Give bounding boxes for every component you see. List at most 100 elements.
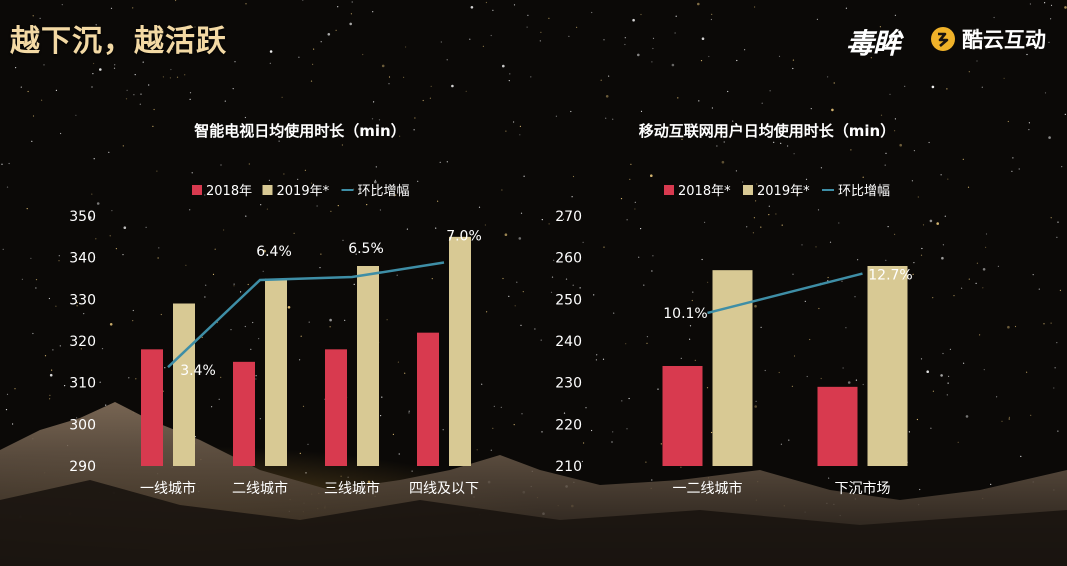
star	[189, 209, 191, 211]
star	[304, 169, 306, 171]
y-tick-label: 330	[69, 292, 96, 308]
star	[640, 110, 643, 112]
star	[329, 125, 331, 127]
star	[125, 98, 128, 100]
star	[194, 26, 196, 28]
star	[668, 126, 670, 128]
star	[406, 228, 408, 230]
bar-a-0	[141, 349, 163, 466]
star	[976, 60, 978, 62]
star	[157, 257, 159, 259]
star	[523, 175, 525, 177]
star	[152, 125, 154, 127]
star	[429, 97, 431, 99]
star	[26, 208, 28, 210]
star	[414, 117, 416, 119]
star	[710, 18, 713, 21]
star	[399, 135, 401, 137]
star	[975, 282, 977, 284]
star	[502, 64, 505, 68]
x-tick-label: 一线城市	[140, 480, 196, 497]
star	[297, 178, 299, 180]
star	[1029, 3, 1031, 5]
star	[430, 85, 432, 87]
star	[504, 233, 508, 236]
star	[887, 226, 889, 228]
star	[700, 60, 703, 62]
star	[43, 64, 45, 66]
star	[885, 152, 887, 154]
star	[593, 294, 595, 296]
star	[769, 90, 771, 92]
star	[753, 125, 755, 127]
star	[508, 80, 510, 82]
star	[223, 229, 225, 231]
star	[857, 259, 859, 261]
star	[1050, 217, 1052, 219]
star	[829, 241, 832, 243]
chart-title: 移动互联网用户日均使用时长（min）	[639, 122, 895, 140]
star	[768, 205, 770, 207]
star	[92, 73, 94, 75]
star	[894, 233, 896, 235]
star	[320, 41, 322, 43]
star	[317, 188, 319, 190]
star	[148, 84, 150, 86]
star	[885, 259, 887, 261]
star	[753, 217, 756, 219]
star	[820, 167, 823, 169]
star	[707, 281, 709, 283]
star	[928, 141, 930, 144]
star	[723, 141, 725, 143]
star	[931, 85, 935, 89]
star	[220, 164, 222, 166]
star	[1061, 166, 1063, 168]
star	[967, 186, 970, 188]
star	[894, 14, 897, 16]
star	[833, 82, 835, 84]
star	[485, 1, 487, 4]
star	[912, 273, 914, 275]
star	[439, 161, 441, 163]
star	[388, 76, 391, 78]
star	[379, 209, 381, 211]
star	[465, 90, 467, 92]
star	[816, 18, 819, 20]
star	[681, 138, 683, 140]
star	[612, 118, 614, 120]
y-tick-label: 250	[555, 292, 582, 308]
star	[204, 194, 206, 196]
growth-label-0: 3.4%	[180, 363, 216, 379]
star	[929, 219, 933, 223]
star	[32, 115, 35, 117]
star	[579, 294, 581, 296]
star	[550, 291, 553, 293]
legend-label-line: 环比增幅	[358, 184, 410, 199]
star	[634, 201, 636, 203]
star	[191, 172, 193, 174]
star	[775, 213, 777, 215]
star	[651, 61, 653, 63]
bar-a-1	[233, 361, 255, 466]
star	[373, 101, 375, 103]
growth-label-1: 12.7%	[868, 268, 912, 284]
star	[355, 253, 357, 255]
star	[214, 248, 216, 250]
star	[222, 127, 225, 129]
star	[126, 89, 128, 91]
star	[91, 86, 93, 88]
star	[516, 281, 518, 283]
star	[816, 132, 818, 134]
star	[61, 4, 63, 6]
star	[224, 100, 226, 102]
legend-swatch-1	[262, 185, 273, 195]
star	[530, 76, 532, 78]
star	[539, 40, 541, 42]
star	[189, 98, 191, 100]
star	[861, 191, 863, 193]
star	[109, 235, 111, 237]
star	[652, 255, 654, 257]
star	[134, 74, 136, 76]
star	[711, 107, 714, 109]
star	[787, 145, 789, 147]
